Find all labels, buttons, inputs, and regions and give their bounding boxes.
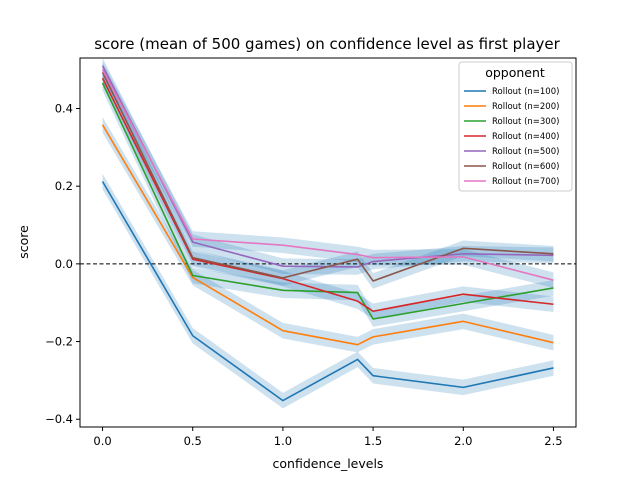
series-line-7 (101, 69, 554, 281)
confidence-band-7 (102, 61, 554, 288)
series-line-1 (101, 181, 554, 402)
legend-items: Rollout (n=100) Rollout (n=200) Rollout (n… (464, 87, 559, 187)
legend-label-7: Rollout (n=700) (492, 177, 559, 187)
y-tick-label: 0.2 (55, 179, 73, 193)
legend-label-3: Rollout (n=300) (492, 117, 559, 127)
series-line-3 (101, 82, 554, 320)
x-axis: 0.0 0.5 1.0 1.5 2.0 2.5 (93, 427, 563, 448)
confidence-bands (102, 58, 554, 409)
y-tick-label: −0.2 (45, 335, 73, 349)
y-tick-label: −0.4 (45, 412, 73, 426)
y-tick-label: 0.0 (55, 257, 73, 271)
series-line-5 (101, 65, 554, 268)
legend-title: opponent (485, 65, 545, 80)
confidence-band-5 (102, 58, 554, 275)
legend-label-2: Rollout (n=200) (492, 102, 559, 112)
y-axis: −0.4 −0.2 0.0 0.2 0.4 (45, 101, 80, 426)
series-line-4 (101, 77, 554, 313)
x-tick-label: 0.5 (184, 434, 202, 448)
y-tick-label: 0.4 (55, 101, 73, 115)
x-tick-label: 1.5 (364, 434, 382, 448)
legend-box (458, 61, 573, 192)
y-axis-label: score (16, 225, 31, 259)
chart-title: score (mean of 500 games) on confidence … (94, 35, 560, 53)
x-tick-label: 2.5 (544, 434, 562, 448)
confidence-band-2 (102, 117, 554, 353)
legend: opponent Rollout (n=100)Rollout (n=200)R… (458, 61, 573, 192)
series-line-2 (101, 124, 554, 346)
series-line-6 (101, 72, 554, 282)
series-lines (101, 65, 554, 402)
confidence-band-1 (102, 173, 554, 409)
legend-label-6: Rollout (n=600) (492, 162, 559, 172)
legend-label-1: Rollout (n=100) (492, 87, 559, 97)
legend-label-4: Rollout (n=400) (492, 132, 559, 142)
x-tick-label: 2.0 (454, 434, 472, 448)
plot-frame (79, 57, 577, 428)
confidence-band-3 (102, 75, 554, 327)
x-tick-label: 0.0 (93, 434, 111, 448)
x-tick-label: 1.0 (274, 434, 292, 448)
legend-label-5: Rollout (n=500) (492, 147, 559, 157)
confidence-band-4 (102, 70, 554, 320)
x-axis-label: confidence_levels (273, 456, 384, 471)
